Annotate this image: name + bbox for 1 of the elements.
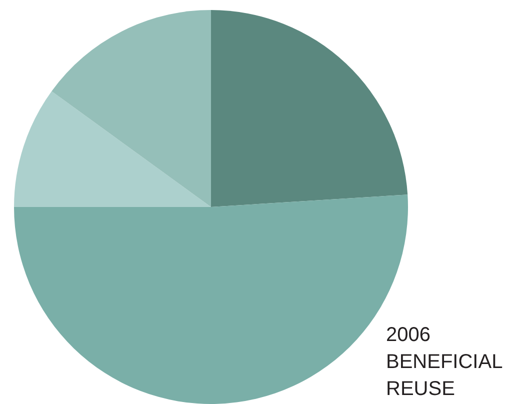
text: 2006 BENEFICIAL REUSE: [386, 323, 504, 402]
